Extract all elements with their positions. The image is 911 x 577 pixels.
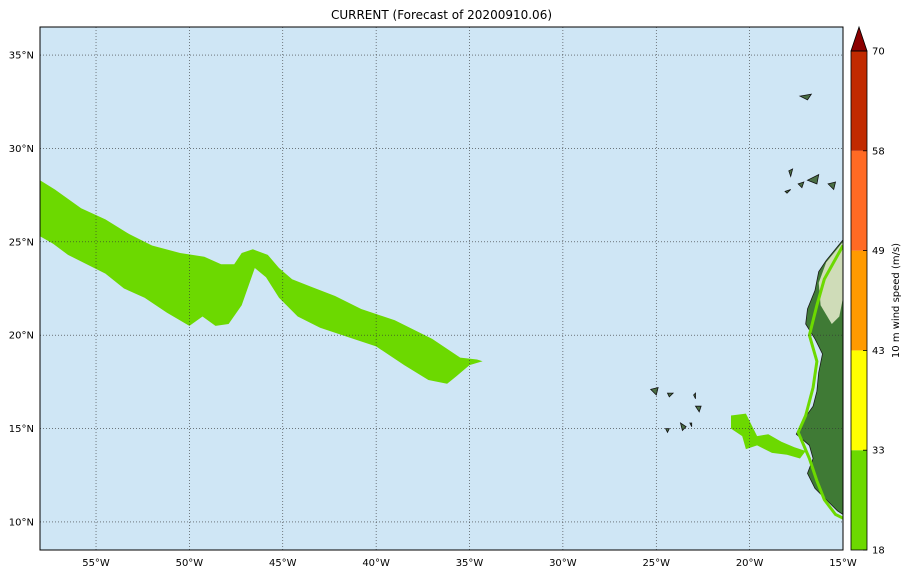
cape-verde-maio: [689, 422, 693, 427]
map-frame: [39, 26, 844, 551]
colorbar-band: [851, 51, 867, 151]
canary-la-palma: [788, 168, 794, 178]
longitude-tick-label: 20°W: [736, 558, 764, 569]
longitude-axis: 55°W 50°W 45°W 40°W 35°W 30°W 25°W 20°W 15°W: [82, 558, 857, 569]
colorbar-tick-label: 33: [872, 446, 885, 457]
colorbar-frame: [850, 50, 868, 551]
colorbar-extend-arrow: [850, 25, 868, 52]
colorbar-tick-label: 18: [872, 546, 885, 557]
longitude-tick-label: 55°W: [82, 558, 110, 569]
cape-verde-sal: [693, 392, 696, 399]
colorbar-tick-label: 43: [872, 346, 885, 357]
longitude-tick-label: 30°W: [549, 558, 577, 569]
map-title: CURRENT (Forecast of 20200910.06): [330, 8, 553, 22]
canary-tenerife: [806, 173, 820, 185]
longitude-tick-label: 35°W: [456, 558, 484, 569]
latitude-tick-label: 10°N: [9, 517, 34, 528]
colorbar-tick-label: 49: [872, 246, 885, 257]
cape-verde-boa-vista: [694, 405, 702, 413]
latitude-tick-label: 30°N: [9, 144, 34, 155]
latitude-tick-label: 25°N: [9, 237, 34, 248]
desert-region: [818, 241, 843, 324]
map-plot-area: [39, 26, 844, 551]
madeira-island: [798, 93, 813, 101]
band-west: [40, 180, 483, 384]
longitude-tick-label: 25°W: [642, 558, 670, 569]
canary-gran-canaria: [827, 181, 837, 191]
latitude-tick-label: 35°N: [9, 51, 34, 62]
latitude-tick-label: 20°N: [9, 331, 34, 342]
colorbar-band: [851, 250, 867, 351]
colorbar-band: [851, 350, 867, 451]
latitude-axis: 10°N 15°N 20°N 25°N 30°N 35°N: [9, 51, 34, 529]
band-african-coast: [796, 244, 843, 520]
canary-hierro: [784, 189, 791, 194]
colorbar-band: [851, 450, 867, 550]
colorbar: 18 33 43 49 58 70 10 m wind speed (m/s): [850, 25, 902, 557]
canary-gomera: [797, 181, 805, 189]
latitude-tick-label: 15°N: [9, 424, 34, 435]
cape-verde-santiago: [679, 422, 687, 432]
colorbar-label: 10 m wind speed (m/s): [891, 243, 902, 358]
longitude-tick-label: 40°W: [362, 558, 390, 569]
colorbar-tick-label: 70: [872, 47, 885, 58]
longitude-tick-label: 15°W: [829, 558, 857, 569]
cape-verde-sao-vicente: [666, 392, 675, 398]
longitude-tick-label: 45°W: [269, 558, 297, 569]
longitude-tick-label: 50°W: [176, 558, 204, 569]
colorbar-band: [851, 150, 867, 251]
colorbar-tick-label: 58: [872, 146, 885, 157]
